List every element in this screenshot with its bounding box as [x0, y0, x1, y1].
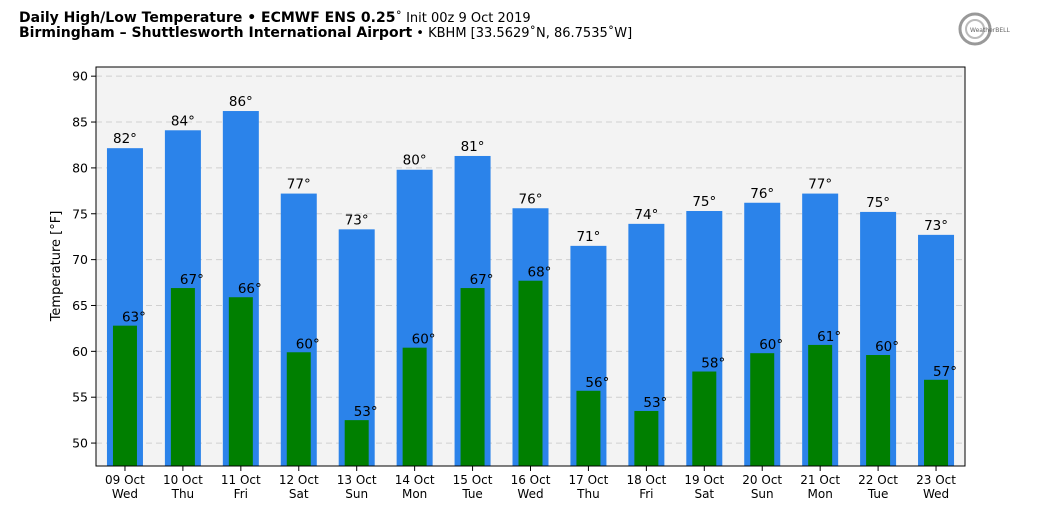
- x-tick-label: 11 Oct Fri: [221, 473, 261, 501]
- x-tick-label: 09 Oct Wed: [105, 473, 145, 501]
- high-label: 81°: [461, 139, 485, 155]
- high-label: 74°: [634, 207, 658, 223]
- low-bar: [112, 325, 137, 466]
- high-label: 75°: [692, 194, 716, 210]
- low-label: 63°: [122, 310, 146, 326]
- low-bar: [228, 297, 253, 466]
- low-label: 67°: [180, 272, 204, 288]
- low-label: 68°: [528, 265, 552, 281]
- low-label: 53°: [354, 404, 378, 420]
- x-tick-label: 10 Oct Thu: [163, 473, 203, 501]
- x-tick-label: 12 Oct Sat: [279, 473, 319, 501]
- x-tick-label: 13 Oct Sun: [337, 473, 377, 501]
- y-tick-label: 65: [72, 298, 88, 313]
- chart-title: Daily High/Low Temperature • ECMWF ENS 0…: [19, 10, 531, 26]
- low-bar: [634, 410, 659, 466]
- low-label: 60°: [875, 339, 899, 355]
- x-tick-label: 21 Oct Mon: [800, 473, 840, 501]
- x-tick-label: 19 Oct Sat: [684, 473, 724, 501]
- low-bar: [344, 420, 369, 466]
- y-tick-label: 60: [72, 344, 88, 359]
- y-tick-label: 80: [72, 160, 88, 175]
- high-label: 76°: [750, 186, 774, 202]
- low-label: 57°: [933, 364, 957, 380]
- high-label: 84°: [171, 113, 195, 129]
- y-tick-label: 90: [72, 69, 88, 84]
- x-tick-label: 14 Oct Mon: [395, 473, 435, 501]
- y-tick-label: 55: [72, 390, 88, 405]
- low-label: 66°: [238, 281, 262, 297]
- high-label: 77°: [808, 177, 832, 193]
- low-bar: [402, 347, 427, 466]
- low-bar: [866, 355, 891, 466]
- low-label: 61°: [817, 329, 841, 345]
- high-label: 80°: [403, 153, 427, 169]
- high-label: 82°: [113, 131, 137, 147]
- low-label: 56°: [585, 375, 609, 391]
- low-bar: [170, 288, 195, 466]
- x-tick-label: 22 Oct Tue: [858, 473, 898, 501]
- y-tick-label: 85: [72, 115, 88, 130]
- y-axis-label: Temperature [°F]: [49, 211, 64, 323]
- high-label: 73°: [345, 212, 369, 228]
- y-tick-label: 50: [72, 436, 88, 451]
- low-bar: [750, 353, 775, 466]
- y-tick-label: 75: [72, 206, 88, 221]
- low-label: 60°: [759, 337, 783, 353]
- high-label: 71°: [576, 229, 600, 245]
- low-label: 58°: [701, 356, 725, 372]
- low-bar: [576, 390, 601, 466]
- chart-subtitle: Birmingham – Shuttlesworth International…: [19, 25, 632, 41]
- high-label: 76°: [519, 191, 543, 207]
- x-tick-label: 16 Oct Wed: [511, 473, 551, 501]
- weatherbell-logo: WeatherBELL: [958, 12, 1011, 46]
- svg-text:WeatherBELL: WeatherBELL: [970, 27, 1011, 34]
- x-tick-label: 17 Oct Thu: [569, 473, 609, 501]
- high-label: 75°: [866, 195, 890, 211]
- high-label: 86°: [229, 94, 253, 110]
- x-tick-label: 20 Oct Sun: [742, 473, 782, 501]
- x-tick-label: 23 Oct Wed: [916, 473, 956, 501]
- low-bar: [808, 344, 833, 466]
- low-bar: [692, 371, 717, 466]
- low-label: 53°: [643, 395, 667, 411]
- low-label: 67°: [470, 272, 494, 288]
- y-tick-label: 70: [72, 252, 88, 267]
- low-bar: [286, 352, 311, 466]
- low-bar: [518, 280, 543, 466]
- low-label: 60°: [296, 336, 320, 352]
- low-bar: [460, 288, 485, 466]
- high-label: 73°: [924, 218, 948, 234]
- high-label: 77°: [287, 177, 311, 193]
- x-tick-label: 18 Oct Fri: [626, 473, 666, 501]
- low-label: 60°: [412, 332, 436, 348]
- x-tick-label: 15 Oct Tue: [453, 473, 493, 501]
- low-bar: [924, 379, 949, 466]
